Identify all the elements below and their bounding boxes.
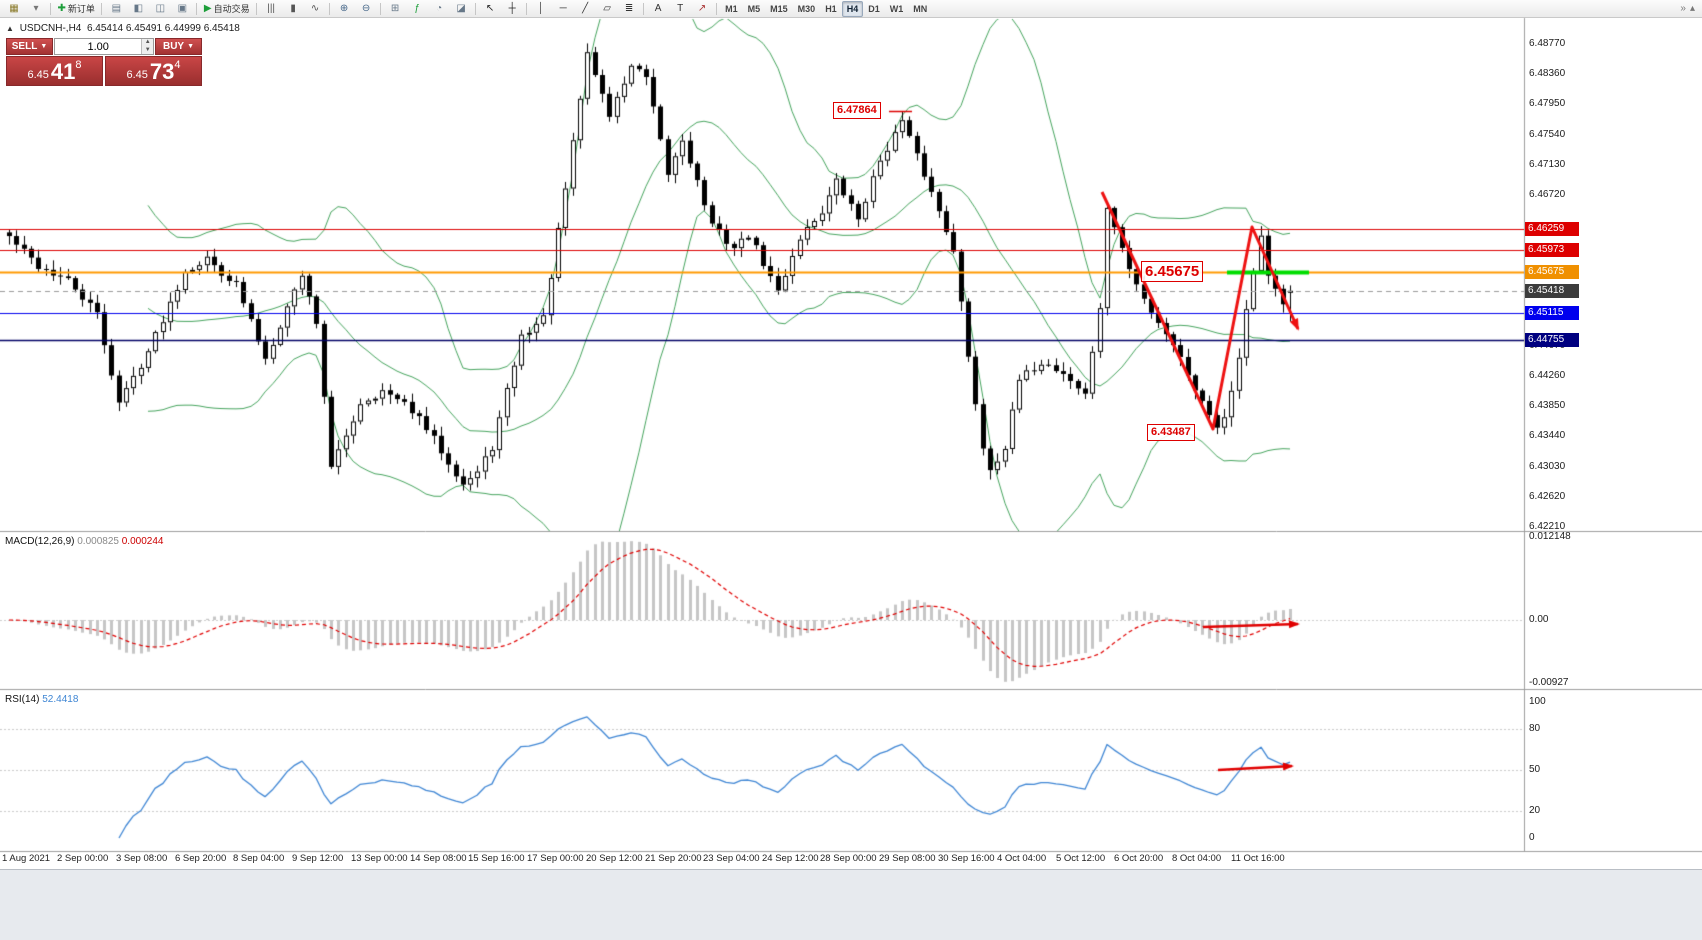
- buy-options-icon[interactable]: ▼: [187, 43, 195, 50]
- price-annotation-label[interactable]: 6.43487: [1147, 424, 1195, 441]
- lot-decrease-icon[interactable]: ▼: [142, 46, 153, 54]
- lot-increase-icon[interactable]: ▲: [142, 39, 153, 47]
- lot-size-field[interactable]: ▲ ▼: [54, 38, 154, 55]
- window-background: [0, 869, 1702, 940]
- sell-price-pip: 8: [75, 59, 82, 71]
- one-click-trading-panel: SELL ▼ ▲ ▼ BUY ▼ 6.45 41: [6, 38, 202, 86]
- buy-price-prefix: 6.45: [126, 69, 148, 81]
- sell-price-prefix: 6.45: [27, 69, 49, 81]
- buy-price-pip: 4: [174, 59, 181, 71]
- buy-button[interactable]: BUY ▼: [155, 38, 202, 55]
- buy-price-big: 73: [149, 59, 175, 84]
- sell-price-button[interactable]: 6.45 41 8: [6, 56, 103, 86]
- buy-price-button[interactable]: 6.45 73 4: [105, 56, 202, 86]
- price-annotation-label[interactable]: 6.45675: [1141, 261, 1204, 282]
- sell-button[interactable]: SELL ▼: [6, 38, 53, 55]
- lot-stepper[interactable]: ▲ ▼: [141, 39, 153, 54]
- sell-price-big: 41: [50, 59, 76, 84]
- sell-options-icon[interactable]: ▼: [40, 43, 48, 50]
- buy-button-label: BUY: [162, 41, 185, 52]
- lot-size-input[interactable]: [55, 39, 142, 54]
- price-annotation-label[interactable]: 6.47864: [833, 102, 881, 119]
- sell-button-label: SELL: [11, 41, 38, 52]
